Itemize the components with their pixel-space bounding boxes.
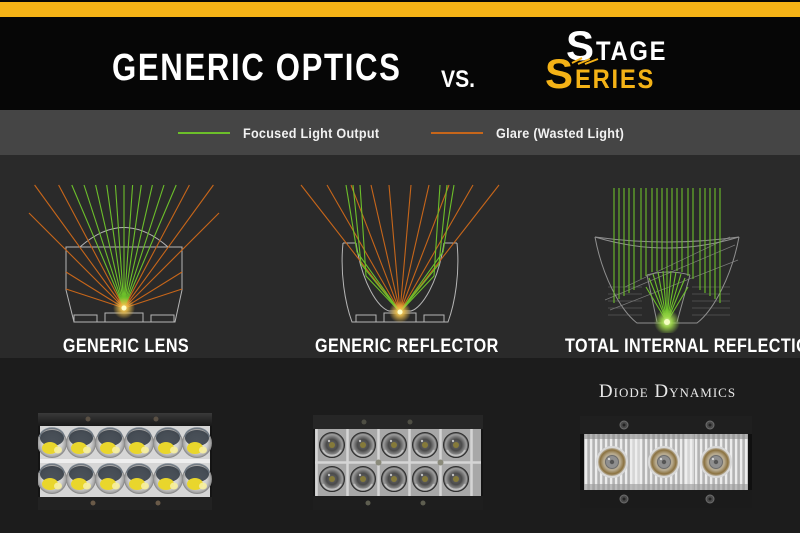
screw-icon	[375, 459, 382, 466]
logo-stage-rest: TAGE	[596, 36, 668, 66]
screw-icon	[155, 500, 161, 506]
glare-swatch	[431, 131, 483, 134]
focused-light-swatch	[178, 131, 230, 134]
page-title: GENERIC OPTICS	[112, 47, 402, 89]
logo-series-rest: ERIES	[575, 64, 656, 94]
screw-icon	[705, 420, 715, 430]
diode-dynamics-wordmark: Diode Dynamics	[598, 381, 737, 402]
generic-lens-label: GENERIC LENS	[62, 336, 190, 357]
generic-lens-light-bar-photo	[38, 413, 212, 510]
screw-icon	[437, 459, 444, 466]
screw-icon	[365, 500, 371, 506]
legend-item-focused: Focused Light Output	[178, 110, 394, 155]
screw-icon	[361, 419, 367, 425]
legend-label: Focused Light Output	[243, 124, 380, 141]
legend-bar: Focused Light Output Glare (Wasted Light…	[0, 110, 800, 155]
focused-rays	[613, 188, 721, 303]
screw-icon	[85, 416, 91, 422]
total-internal-reflection-diagram	[594, 188, 740, 333]
screw-icon	[420, 500, 426, 506]
generic-reflector-label: GENERIC REFLECTOR	[315, 336, 499, 357]
logo-series-initial: S	[545, 50, 574, 97]
generic-reflector-light-bar-photo	[313, 415, 483, 510]
legend-label: Glare (Wasted Light)	[496, 124, 625, 141]
vs-text: VS.	[441, 66, 476, 93]
stage-series-light-bar-photo	[580, 416, 752, 508]
screw-icon	[619, 494, 629, 504]
focused-rays	[71, 184, 177, 309]
header-band: GENERIC OPTICS VS. S TAGE S ERIES	[0, 0, 800, 110]
screw-icon	[705, 494, 715, 504]
logo-speed-stripes-icon	[571, 57, 599, 65]
glare-rays	[28, 184, 220, 309]
screw-icon	[90, 500, 96, 506]
generic-lens-diagram	[28, 184, 220, 323]
yellow-top-stripe	[0, 2, 800, 17]
screw-icon	[407, 419, 413, 425]
tir-label: TOTAL INTERNAL REFLECTION	[565, 336, 800, 357]
focused-rays	[345, 184, 455, 313]
generic-reflector-diagram	[300, 184, 500, 323]
glare-rays	[300, 184, 500, 313]
screw-icon	[619, 420, 629, 430]
screw-icon	[153, 416, 159, 422]
legend-item-glare: Glare (Wasted Light)	[431, 110, 638, 155]
